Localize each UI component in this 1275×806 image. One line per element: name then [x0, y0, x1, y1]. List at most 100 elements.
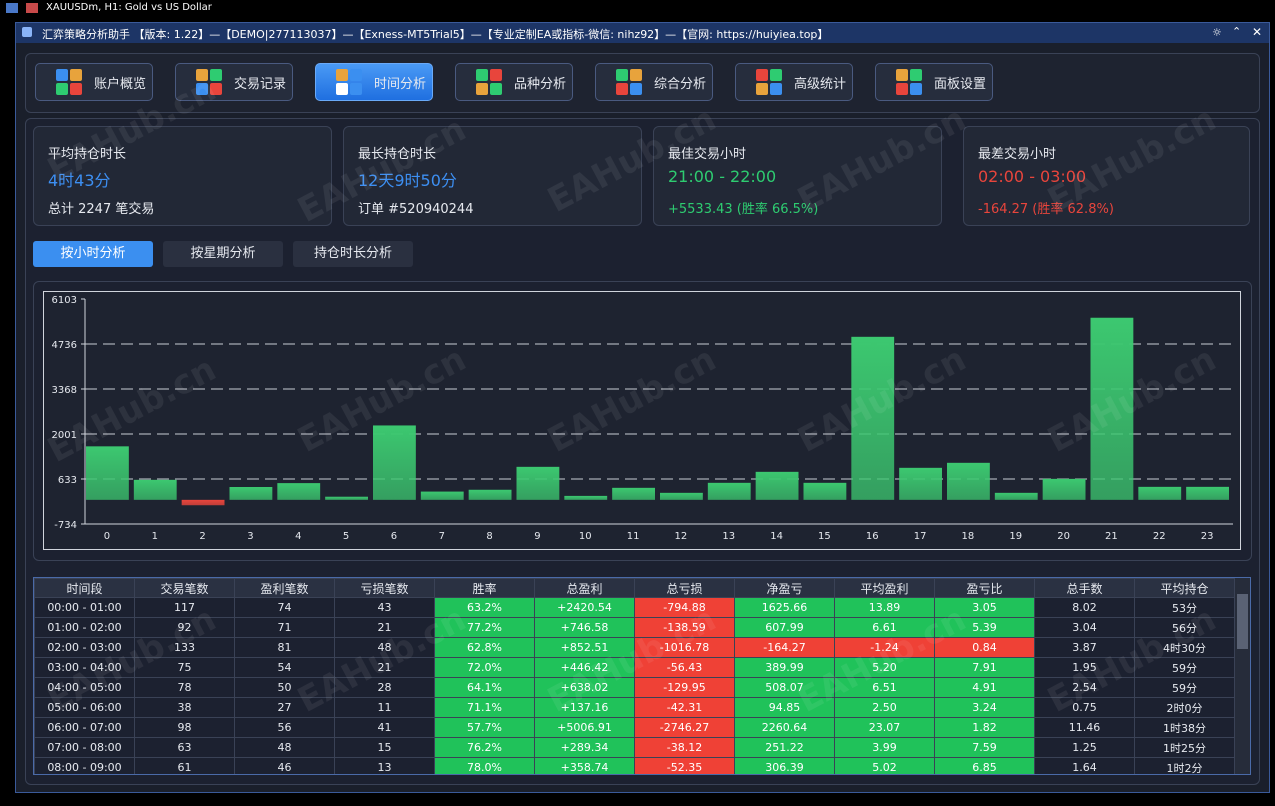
icon-part	[56, 69, 68, 81]
theme-button[interactable]: ☼	[1212, 26, 1222, 39]
table-cell: 1.82	[934, 717, 1035, 738]
icon-part	[476, 69, 488, 81]
icon-part	[336, 83, 348, 95]
bar	[1138, 486, 1182, 500]
table-cell: 4时30分	[1134, 637, 1235, 658]
close-button[interactable]: ✕	[1252, 25, 1263, 39]
tab-icon	[616, 69, 642, 95]
tab-button[interactable]: 综合分析	[595, 63, 713, 101]
table-row: 04:00 - 05:00 78 50 28 64.1% +638.02 -129.95 50…	[34, 677, 1235, 698]
table-cell: 64.1%	[434, 677, 535, 698]
x-tick-label: 17	[914, 531, 927, 542]
table-cell: 76.2%	[434, 737, 535, 758]
subtab-button[interactable]: 按星期分析	[163, 241, 283, 267]
table-cell: 07:00 - 08:00	[34, 737, 135, 758]
subtab-button[interactable]: 持仓时长分析	[293, 241, 413, 267]
table-cell: 08:00 - 09:00	[34, 757, 135, 774]
table-cell: 1时2分	[1134, 757, 1235, 774]
icon-part	[616, 69, 628, 81]
icon-part	[770, 69, 782, 81]
header-cell: 交易笔数	[134, 578, 235, 598]
tab-button[interactable]: 交易记录	[175, 63, 293, 101]
tab-icon	[476, 69, 502, 95]
table-cell: 23.07	[834, 717, 935, 738]
tab-button[interactable]: 时间分析	[315, 63, 433, 101]
subtab-button[interactable]: 按小时分析	[33, 241, 153, 267]
header-cell: 盈亏比	[934, 578, 1035, 598]
x-tick-label: 9	[534, 531, 540, 542]
table-cell: +358.74	[534, 757, 635, 774]
table-cell: 15	[334, 737, 435, 758]
y-tick-label: 6103	[52, 295, 77, 306]
icon-part	[350, 69, 362, 81]
icon-part	[756, 83, 768, 95]
tab-icon	[896, 69, 922, 95]
bar	[325, 496, 368, 500]
table-cell: 81	[234, 637, 335, 658]
table-row: 08:00 - 09:00 61 46 13 78.0% +358.74 -52.35 306…	[34, 757, 1235, 774]
tab-button[interactable]: 高级统计	[735, 63, 853, 101]
header-cell: 总亏损	[634, 578, 735, 598]
bar	[660, 492, 703, 500]
tab-icon	[756, 69, 782, 95]
icon	[6, 3, 18, 13]
table-cell: 3.99	[834, 737, 935, 758]
x-tick-label: 1	[152, 531, 158, 542]
icon-part	[756, 69, 768, 81]
table-cell: -1.24	[834, 637, 935, 658]
x-tick-label: 5	[343, 531, 349, 542]
bar	[181, 499, 225, 506]
x-tick-label: 18	[962, 531, 975, 542]
table-cell: -164.27	[734, 637, 835, 658]
tab-button[interactable]: 账户概览	[35, 63, 153, 101]
table-cell: 92	[134, 617, 235, 638]
icon-part	[56, 83, 68, 95]
card-sub: 总计 2247 笔交易	[48, 202, 155, 217]
table-cell: 0.75	[1034, 697, 1135, 718]
table-cell: 4.91	[934, 677, 1035, 698]
table-cell: 57.7%	[434, 717, 535, 738]
x-tick-label: 3	[247, 531, 253, 542]
tab-label: 交易记录	[234, 76, 287, 92]
tab-button[interactable]: 品种分析	[455, 63, 573, 101]
icon-part	[196, 69, 208, 81]
table-cell: +852.51	[534, 637, 635, 658]
icon-part	[770, 83, 782, 95]
tab-label: 综合分析	[654, 76, 707, 92]
table-cell: 1.64	[1034, 757, 1135, 774]
icon-part	[476, 83, 488, 95]
table-cell: 03:00 - 04:00	[34, 657, 135, 678]
tab-label: 账户概览	[94, 76, 147, 92]
bar	[755, 471, 799, 500]
table-cell: 5.20	[834, 657, 935, 678]
table-cell: +137.16	[534, 697, 635, 718]
x-tick-label: 23	[1201, 531, 1214, 542]
icon-part	[630, 69, 642, 81]
table-cell: 1.95	[1034, 657, 1135, 678]
table-cell: 5.39	[934, 617, 1035, 638]
x-tick-label: 16	[866, 531, 879, 542]
tab-button[interactable]: 面板设置	[875, 63, 993, 101]
header-cell: 平均盈利	[834, 578, 935, 598]
table-row: 07:00 - 08:00 63 48 15 76.2% +289.34 -38.12 251…	[34, 737, 1235, 758]
icon-part	[70, 83, 82, 95]
icon-part	[350, 83, 362, 95]
icon-part	[70, 69, 82, 81]
card-value: 12天9时50分	[358, 171, 457, 190]
scroll-thumb[interactable]	[1237, 594, 1248, 649]
card-value: 21:00 - 22:00	[668, 167, 777, 186]
bar	[803, 482, 847, 500]
x-tick-label: 2	[199, 531, 205, 542]
table-row: 05:00 - 06:00 38 27 11 71.1% +137.16 -42.31 94.…	[34, 697, 1235, 718]
minimize-button[interactable]: ⌃	[1232, 25, 1242, 38]
table-cell: -138.59	[634, 617, 735, 638]
x-tick-label: 6	[391, 531, 397, 542]
tab-label: 面板设置	[934, 76, 987, 92]
bar	[1090, 317, 1134, 500]
header-row: 时间段 交易笔数 盈利笔数 亏损笔数 胜率 总盈利 总亏损 净盈亏 平均盈利 盈亏比 总手数 平均持仓	[34, 578, 1235, 598]
stat-card: 最差交易小时 02:00 - 03:00 -164.27 (胜率 62.8%)	[963, 126, 1250, 226]
scrollbar[interactable]	[1235, 578, 1250, 774]
header-cell: 胜率	[434, 578, 535, 598]
